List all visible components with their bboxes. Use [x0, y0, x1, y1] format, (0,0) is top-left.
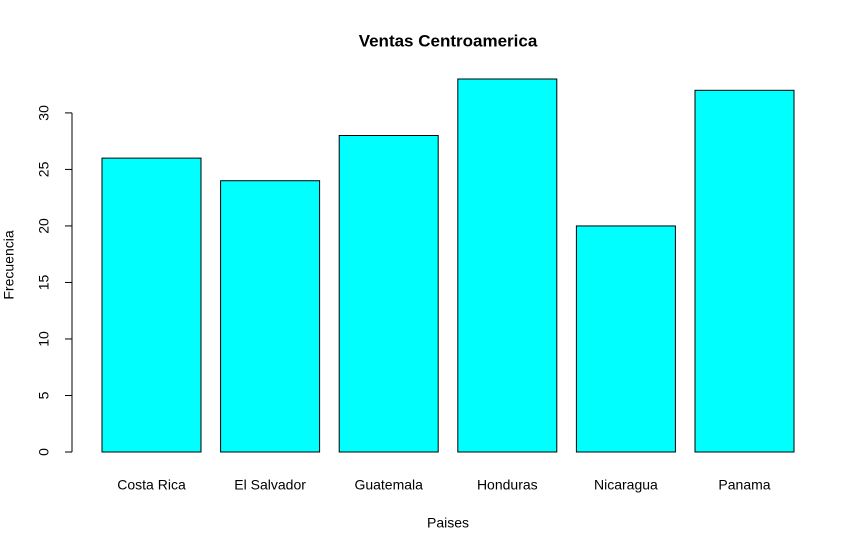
chart-title: Ventas Centroamerica	[359, 31, 538, 50]
y-tick-label: 0	[36, 448, 52, 456]
bar	[101, 157, 202, 453]
x-tick-label: Costa Rica	[117, 477, 186, 493]
y-tick-label: 20	[36, 218, 52, 234]
x-tick-label: Honduras	[477, 477, 538, 493]
x-tick-label: El Salvador	[234, 477, 306, 493]
bar	[575, 225, 676, 453]
y-tick-label: 10	[36, 331, 52, 347]
y-axis-label: Frecuencia	[1, 230, 17, 299]
y-tick-label: 30	[36, 105, 52, 121]
bar	[338, 135, 439, 453]
bar	[220, 180, 321, 453]
bar	[457, 78, 558, 453]
x-tick-label: Nicaragua	[594, 477, 658, 493]
bar	[694, 89, 795, 453]
x-tick-label: Panama	[718, 477, 770, 493]
y-tick-label: 15	[36, 274, 52, 290]
x-axis-label: Paises	[427, 515, 469, 531]
x-tick-label: Guatemala	[354, 477, 423, 493]
y-tick-label: 5	[36, 391, 52, 399]
y-tick-label: 25	[36, 161, 52, 177]
